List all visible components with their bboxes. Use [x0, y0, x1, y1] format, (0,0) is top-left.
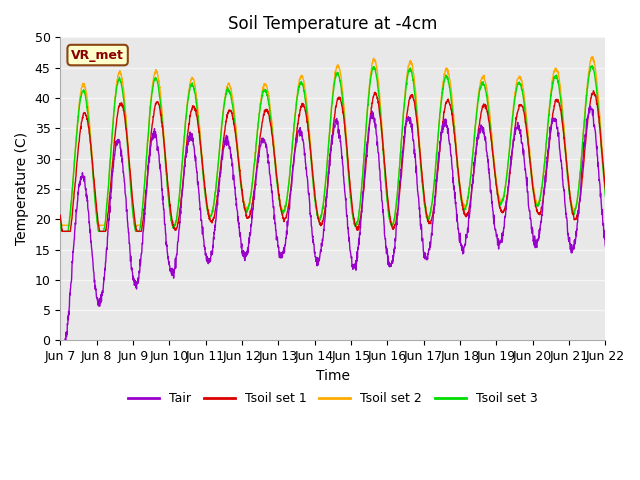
Legend: Tair, Tsoil set 1, Tsoil set 2, Tsoil set 3: Tair, Tsoil set 1, Tsoil set 2, Tsoil se… [123, 387, 543, 410]
Title: Soil Temperature at -4cm: Soil Temperature at -4cm [228, 15, 438, 33]
Text: VR_met: VR_met [71, 48, 124, 61]
Y-axis label: Temperature (C): Temperature (C) [15, 132, 29, 245]
X-axis label: Time: Time [316, 369, 350, 383]
